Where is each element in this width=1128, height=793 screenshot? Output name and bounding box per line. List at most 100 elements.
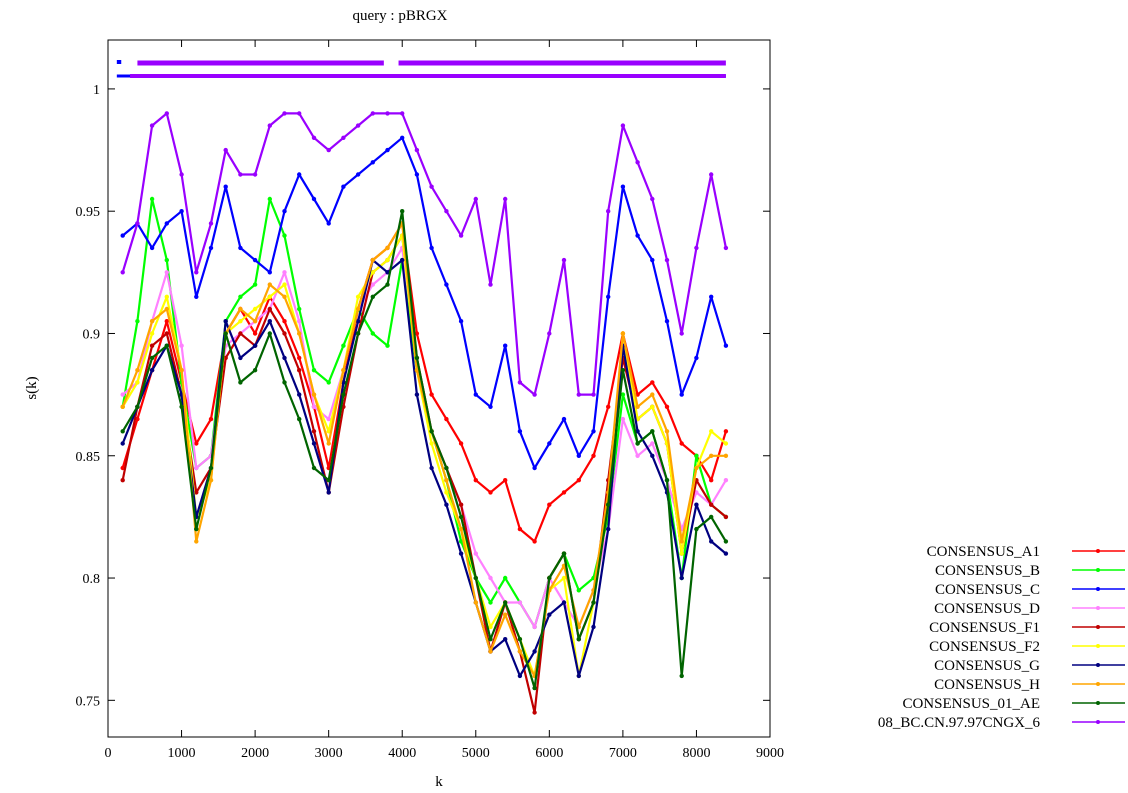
data-point xyxy=(723,478,729,483)
data-point xyxy=(267,319,272,324)
series-line-6 xyxy=(121,259,727,678)
data-point xyxy=(473,392,478,397)
data-point xyxy=(473,600,478,605)
data-point xyxy=(650,196,655,202)
data-point xyxy=(120,404,125,409)
data-point xyxy=(532,539,537,544)
data-point xyxy=(576,453,581,458)
data-point xyxy=(503,612,508,617)
data-point xyxy=(547,441,552,446)
data-point xyxy=(503,637,508,642)
data-point xyxy=(223,147,228,153)
data-point xyxy=(723,441,729,446)
data-point xyxy=(679,539,684,544)
data-point xyxy=(238,355,243,361)
data-point xyxy=(326,478,331,483)
data-point xyxy=(267,123,272,128)
y-axis-label: s(k) xyxy=(24,376,40,399)
data-point xyxy=(252,306,258,312)
chart-title: query : pBRGX xyxy=(353,8,448,24)
data-point xyxy=(370,294,375,299)
data-point xyxy=(370,282,375,287)
series-line-2 xyxy=(121,136,727,470)
data-point xyxy=(194,441,199,446)
x-tick-label: 8000 xyxy=(682,746,710,761)
data-point xyxy=(650,404,655,409)
data-point xyxy=(488,600,493,605)
data-point xyxy=(414,368,420,373)
data-point xyxy=(458,502,464,507)
data-point xyxy=(282,331,287,336)
data-point xyxy=(679,392,684,397)
data-point xyxy=(385,257,390,263)
data-point xyxy=(164,294,169,299)
data-point xyxy=(282,380,287,385)
data-point xyxy=(355,319,361,324)
data-point xyxy=(385,343,390,348)
data-point xyxy=(267,196,272,202)
data-point xyxy=(194,270,199,275)
data-point xyxy=(252,331,258,336)
data-point xyxy=(149,331,155,336)
data-point xyxy=(194,294,199,299)
data-point xyxy=(591,624,596,630)
data-point xyxy=(517,637,523,642)
data-point xyxy=(414,331,420,336)
data-point xyxy=(120,478,125,483)
data-point xyxy=(238,172,243,177)
y-tick-label: 0.9 xyxy=(83,327,101,342)
data-point xyxy=(444,416,449,422)
data-point xyxy=(414,392,420,397)
data-point xyxy=(326,221,331,226)
data-point xyxy=(297,392,302,397)
data-point xyxy=(135,380,140,385)
y-tick-label: 1 xyxy=(93,83,100,98)
data-point xyxy=(355,331,361,336)
data-point xyxy=(709,478,714,483)
data-point xyxy=(311,392,317,397)
data-point xyxy=(149,368,155,373)
data-point xyxy=(576,673,581,679)
data-point xyxy=(414,172,420,177)
data-point xyxy=(149,123,155,128)
data-point xyxy=(561,575,567,581)
y-axis: 0.75 0.8 0.85 0.9 0.95 1 xyxy=(76,83,770,709)
data-point xyxy=(164,270,169,275)
data-point xyxy=(311,135,317,140)
data-point xyxy=(503,343,508,348)
data-point xyxy=(252,319,258,324)
plot-area: 0 1000 2000 3000 4000 5000 6000 7000 8000 9000 0.… xyxy=(76,39,784,761)
data-point xyxy=(164,221,169,226)
x-tick-label: 9000 xyxy=(756,746,784,761)
data-point xyxy=(252,257,258,263)
data-point xyxy=(709,539,714,544)
data-point xyxy=(723,551,729,556)
data-point xyxy=(488,490,493,495)
series-line-9 xyxy=(121,112,727,396)
legend-label: CONSENSUS_G xyxy=(934,658,1040,674)
data-point xyxy=(385,111,390,116)
data-point xyxy=(444,502,449,507)
data-point xyxy=(709,429,714,434)
data-point xyxy=(620,368,626,373)
data-point xyxy=(650,453,655,458)
data-point xyxy=(252,368,258,373)
data-point xyxy=(650,257,655,263)
data-point xyxy=(723,343,729,348)
data-point xyxy=(385,282,390,287)
data-point xyxy=(149,196,155,202)
data-point xyxy=(370,111,375,116)
data-point xyxy=(297,355,302,361)
data-point xyxy=(429,441,434,446)
data-point xyxy=(458,514,464,520)
data-point xyxy=(532,392,537,397)
data-point xyxy=(311,404,317,409)
data-point xyxy=(664,404,670,409)
legend-swatch-marker xyxy=(1096,644,1100,648)
data-point xyxy=(238,294,243,299)
data-point xyxy=(635,392,640,397)
data-point xyxy=(517,380,523,385)
data-point xyxy=(120,429,125,434)
data-point xyxy=(620,123,626,128)
data-point xyxy=(355,306,361,312)
